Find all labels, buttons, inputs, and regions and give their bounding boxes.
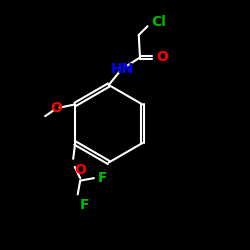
- Text: O: O: [50, 101, 62, 115]
- Text: HN: HN: [111, 62, 134, 76]
- Text: O: O: [75, 163, 86, 177]
- Text: O: O: [156, 50, 168, 64]
- Text: F: F: [80, 198, 90, 212]
- Text: Cl: Cl: [151, 16, 166, 30]
- Text: F: F: [98, 171, 107, 185]
